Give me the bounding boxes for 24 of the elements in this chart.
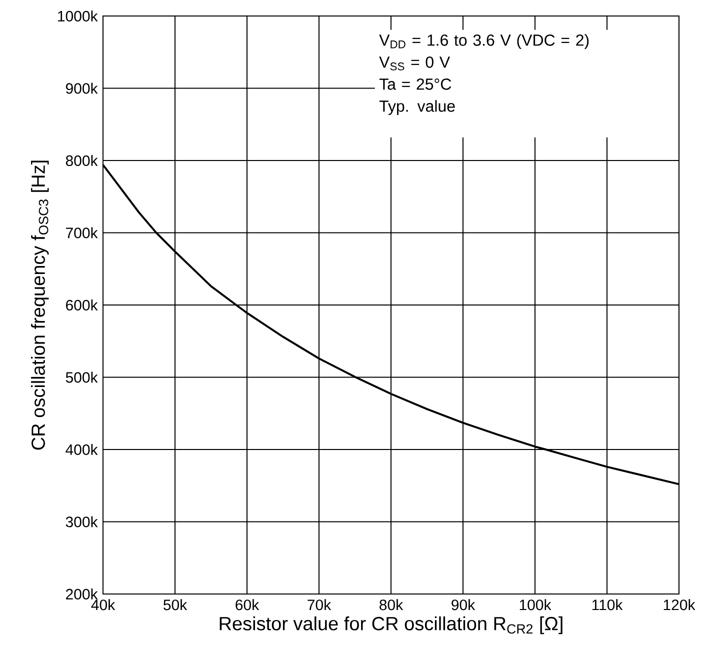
y-tick-label: 900k	[66, 82, 98, 94]
annotation: Ta = 25°C	[379, 78, 452, 90]
x-tick-label: 70k	[308, 599, 332, 610]
y-tick-label: 500k	[66, 372, 98, 383]
y-tick-label: 200k	[66, 588, 98, 600]
x-axis-title: Resistor value for CR oscillation R$_{CR2}$ [Ω]	[220, 616, 562, 634]
y-tick-label: 800k	[66, 154, 98, 166]
x-tick-label: 40k	[91, 599, 116, 610]
x-tick-label: 50k	[164, 599, 188, 610]
x-tick-label: 100k	[520, 599, 552, 610]
annotation: Typ. value	[379, 100, 455, 115]
x-tick-label: 120k	[664, 599, 696, 610]
annotation: V$_{DD}$ = 1.6 to 3.6 V (VDC = 2)	[379, 34, 589, 49]
x-tick-label: 60k	[236, 599, 260, 610]
x-tick-label: 110k	[592, 599, 623, 610]
y-tick-label: 300k	[66, 516, 98, 528]
y-tick-label: 700k	[66, 227, 98, 238]
y-tick-label: 1000k	[58, 10, 98, 22]
annotation: V$_{SS}$ = 0 V	[379, 56, 450, 70]
y-axis-title: CR oscillation frequency f$_{OSC3}$ [Hz]	[31, 160, 49, 450]
y-tick-label: 600k	[66, 299, 98, 310]
x-tick-label: 80k	[380, 599, 404, 610]
x-tick-label: 90k	[452, 599, 476, 610]
y-tick-label: 400k	[66, 444, 98, 455]
